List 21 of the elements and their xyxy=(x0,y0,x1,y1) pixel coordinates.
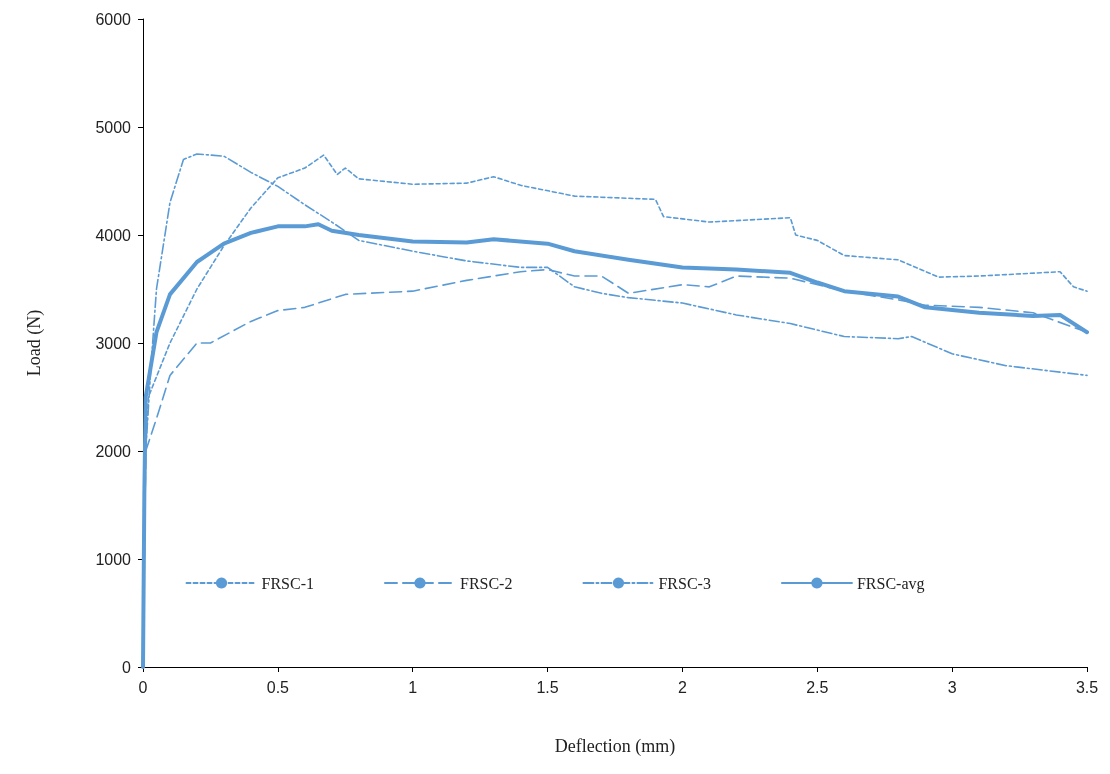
y-tick-label: 4000 xyxy=(95,226,132,244)
x-tick-label: 1 xyxy=(408,678,418,696)
x-tick-label: 0 xyxy=(138,678,148,696)
x-axis-title: Deflection (mm) xyxy=(554,736,676,757)
x-tick-label: 3 xyxy=(947,678,957,696)
legend-label: FRSC-avg xyxy=(856,574,925,593)
x-tick-label: 2 xyxy=(677,678,687,696)
x-tick-label: 3.5 xyxy=(1075,678,1099,696)
y-tick-label: 5000 xyxy=(95,118,132,136)
y-axis-title: Load (N) xyxy=(24,309,45,377)
y-tick-label: 0 xyxy=(122,658,132,676)
legend-label: FRSC-1 xyxy=(261,574,314,592)
y-tick-label: 3000 xyxy=(95,334,132,352)
legend-label: FRSC-3 xyxy=(658,574,711,592)
x-tick-label: 1.5 xyxy=(536,678,559,696)
legend-label: FRSC-2 xyxy=(459,574,513,592)
x-tick-label: 2.5 xyxy=(806,678,829,696)
y-tick-label: 6000 xyxy=(95,10,132,28)
x-tick-label: 0.5 xyxy=(266,678,290,696)
y-tick-label: 1000 xyxy=(95,550,132,568)
y-tick-label: 2000 xyxy=(95,442,132,460)
